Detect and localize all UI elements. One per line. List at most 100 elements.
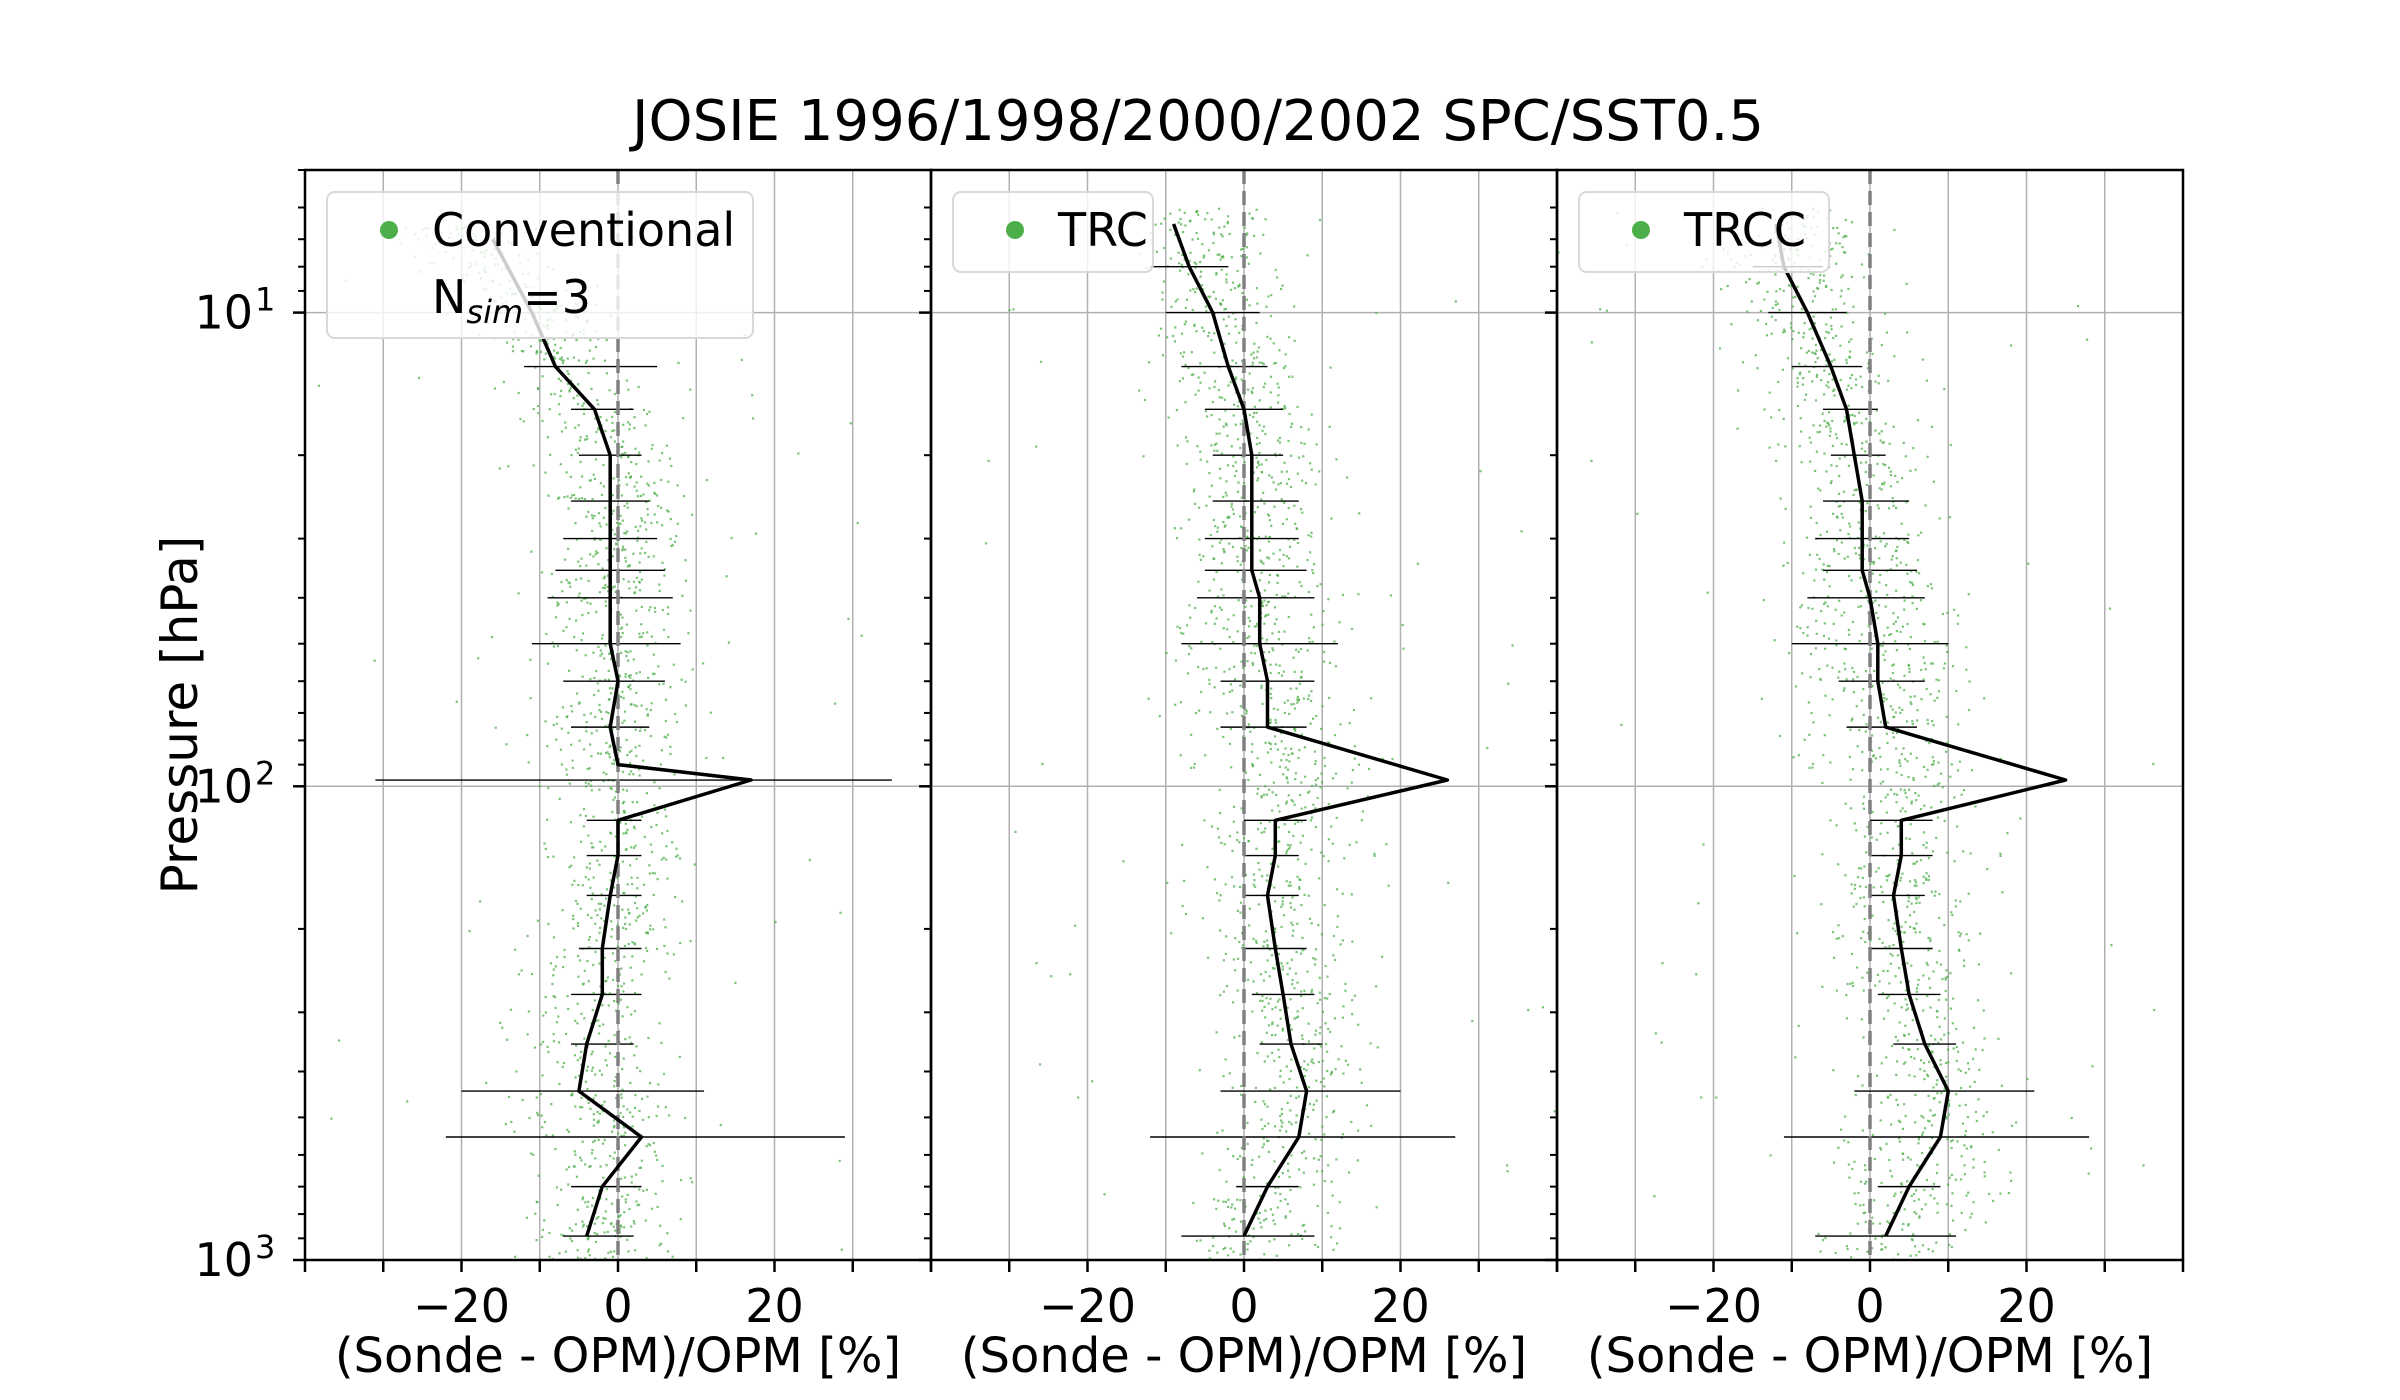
scatter-point — [648, 499, 651, 502]
scatter-point — [1285, 470, 1288, 473]
scatter-point — [1301, 479, 1304, 482]
scatter-point — [1208, 495, 1211, 498]
scatter-point — [1281, 896, 1284, 899]
scatter-point — [642, 759, 645, 762]
scatter-point — [631, 1115, 634, 1118]
scatter-point — [646, 931, 649, 934]
scatter-point — [1906, 1156, 1910, 1159]
scatter-point — [1245, 256, 1248, 259]
x-axis-label: (Sonde - OPM)/OPM [%] — [961, 1328, 1527, 1384]
scatter-point — [1900, 774, 1903, 777]
scatter-point — [1303, 1075, 1306, 1078]
scatter-point — [640, 973, 643, 976]
scatter-point — [1960, 793, 1963, 796]
scatter-point — [1213, 385, 1216, 389]
scatter-point — [1816, 287, 1819, 290]
scatter-point — [1281, 968, 1284, 971]
scatter-point — [600, 710, 603, 713]
scatter-point — [606, 751, 609, 754]
scatter-point — [1926, 963, 1929, 966]
scatter-point — [1194, 266, 1197, 269]
scatter-point — [1801, 672, 1804, 675]
scatter-point — [667, 636, 670, 639]
scatter-point — [1894, 474, 1897, 477]
scatter-point — [617, 693, 620, 696]
scatter-point — [532, 464, 535, 467]
scatter-point — [661, 832, 664, 835]
scatter-point — [606, 976, 609, 979]
scatter-point — [1963, 959, 1966, 962]
scatter-point — [631, 941, 634, 944]
scatter-point — [638, 1203, 641, 1206]
scatter-point — [1233, 678, 1237, 681]
scatter-point — [1889, 470, 1892, 473]
scatter-point — [1212, 231, 1215, 234]
scatter-point — [1302, 697, 1305, 700]
scatter-point — [1326, 1050, 1329, 1053]
scatter-point — [1955, 1093, 1958, 1096]
scatter-point — [1848, 1176, 1851, 1179]
scatter-point — [1842, 236, 1845, 239]
scatter-point — [620, 1096, 623, 1099]
scatter-point — [599, 525, 602, 528]
scatter-point — [1257, 828, 1260, 831]
scatter-point — [1293, 803, 1296, 806]
scatter-point — [1220, 396, 1224, 399]
scatter-point — [580, 1159, 583, 1162]
scatter-point — [597, 645, 600, 648]
scatter-point — [586, 960, 589, 963]
scatter-point — [645, 792, 648, 795]
scatter-point — [541, 1235, 544, 1238]
scatter-point — [1928, 1120, 1931, 1123]
scatter-point — [1298, 581, 1301, 584]
scatter-point — [1216, 595, 1219, 598]
scatter-point — [1941, 977, 1944, 981]
scatter-point — [1851, 666, 1854, 670]
scatter-point — [1275, 793, 1278, 796]
scatter-point — [1239, 705, 1242, 708]
scatter-point — [691, 668, 694, 671]
x-tick-label: 20 — [745, 1279, 804, 1333]
scatter-point — [1908, 880, 1912, 883]
scatter-point — [1939, 1038, 1943, 1041]
scatter-point — [1783, 541, 1786, 544]
scatter-point — [1323, 650, 1326, 654]
scatter-point — [646, 508, 649, 511]
scatter-point — [1233, 1036, 1236, 1039]
scatter-point — [1218, 253, 1221, 256]
scatter-point — [1756, 367, 1759, 370]
scatter-point — [1919, 808, 1923, 811]
scatter-point — [597, 1019, 600, 1022]
scatter-point — [1263, 940, 1266, 943]
scatter-point — [1823, 274, 1826, 277]
scatter-point — [1891, 954, 1894, 957]
scatter-point — [624, 922, 627, 926]
scatter-point — [1750, 300, 1753, 303]
scatter-point — [635, 609, 638, 612]
scatter-point — [548, 1231, 551, 1235]
scatter-point — [1967, 892, 1970, 895]
scatter-point — [1323, 1133, 1326, 1136]
scatter-point — [1300, 1151, 1304, 1155]
scatter-point — [1590, 459, 1593, 462]
scatter-point — [1286, 973, 1289, 976]
scatter-point — [1192, 490, 1195, 493]
scatter-point — [1841, 516, 1844, 519]
scatter-point — [1238, 940, 1241, 944]
scatter-point — [632, 773, 635, 776]
scatter-point — [1908, 837, 1911, 840]
scatter-point — [674, 896, 677, 899]
scatter-point — [1889, 705, 1892, 708]
scatter-point — [633, 943, 636, 946]
scatter-point — [1273, 1238, 1276, 1241]
scatter-point — [604, 725, 607, 728]
scatter-point — [658, 583, 661, 586]
scatter-point — [635, 1173, 638, 1176]
scatter-point — [607, 590, 610, 593]
scatter-point — [1894, 1192, 1897, 1195]
scatter-point — [643, 883, 646, 886]
scatter-point — [1768, 391, 1771, 394]
scatter-point — [1812, 424, 1815, 427]
scatter-point — [616, 984, 620, 987]
scatter-point — [568, 782, 571, 785]
